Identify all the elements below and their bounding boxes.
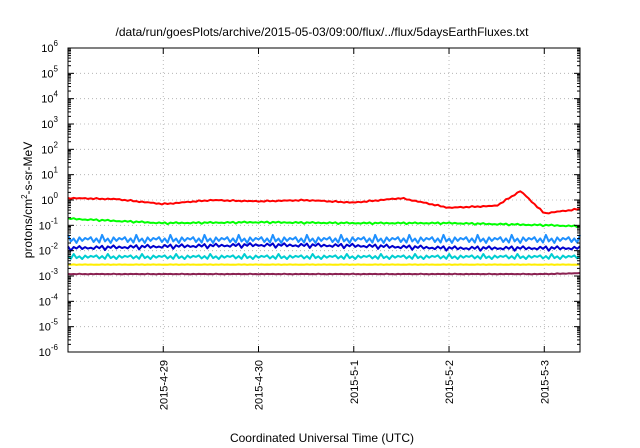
x-tick-label: 2015-4-30 [254, 360, 266, 410]
x-axis: 2015-4-29 2015-4-30 2015-5-1 2015-5-2 2015-5… [158, 48, 551, 410]
y-tick-label: 101 [41, 166, 58, 182]
x-tick-label: 2015-5-1 [349, 360, 361, 404]
series-layer [67, 190, 581, 276]
y-tick-label: 105 [41, 64, 58, 80]
x-tick-label: 2015-4-29 [158, 360, 170, 410]
y-tick-label: 104 [41, 90, 58, 106]
y-tick-label: 106 [41, 39, 58, 55]
series-line-1 [67, 217, 581, 229]
x-axis-label: Coordinated Universal Time (UTC) [230, 431, 414, 445]
series-line-4 [67, 253, 581, 260]
y-tick-label: 100 [41, 191, 58, 207]
y-tick-label: 103 [41, 115, 58, 131]
y-tick-label: 102 [41, 140, 58, 156]
y-axis: 10-6 10-5 10-4 10-3 10-2 10-1 100 101 102 103 104 1… [39, 39, 580, 359]
chart-title: /data/run/goesPlots/archive/2015-05-03/0… [116, 25, 530, 39]
x-tick-label: 2015-5-3 [539, 360, 551, 404]
y-axis-label: protons/cm2-s-sr-MeV [20, 142, 35, 258]
y-tick-label: 10-2 [39, 242, 59, 258]
series-line-6 [67, 272, 581, 276]
x-tick-label: 2015-5-2 [444, 360, 456, 404]
y-tick-label: 10-5 [39, 318, 59, 334]
series-line-5 [67, 263, 581, 266]
y-tick-label: 10-3 [39, 267, 59, 283]
y-tick-label: 10-4 [39, 292, 59, 308]
series-line-0 [67, 190, 581, 215]
series-line-2 [67, 233, 581, 244]
series-line-3 [67, 242, 581, 252]
y-tick-label: 10-1 [39, 216, 59, 232]
y-tick-label: 10-6 [39, 343, 59, 359]
